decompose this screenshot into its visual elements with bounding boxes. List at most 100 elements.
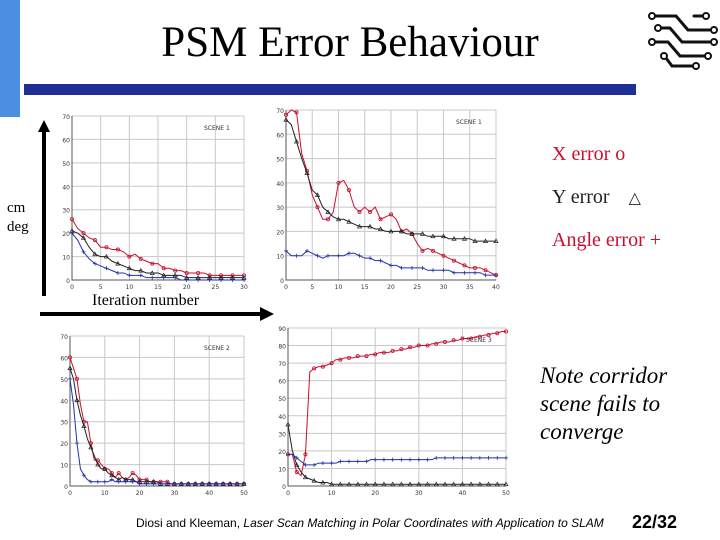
data-point <box>74 397 80 403</box>
data-point <box>95 479 100 484</box>
x-tick-label: 5 <box>310 284 314 291</box>
x-tick-label: 40 <box>459 490 467 497</box>
data-point <box>381 457 386 462</box>
accent-block <box>0 0 20 117</box>
data-point <box>398 481 404 487</box>
x-tick-label: 30 <box>440 284 448 291</box>
data-point <box>196 270 201 275</box>
data-point <box>347 355 352 360</box>
data-point <box>469 336 474 341</box>
data-point <box>304 170 310 175</box>
data-point <box>173 268 178 273</box>
data-point <box>320 364 325 369</box>
data-point <box>196 278 201 282</box>
data-point <box>221 481 226 486</box>
data-point <box>483 268 488 273</box>
x-tick-label: 10 <box>101 490 109 497</box>
chart-title: SCENE 1 <box>204 125 230 132</box>
series-line-x-error <box>285 109 497 276</box>
data-point <box>347 188 352 193</box>
data-point <box>459 481 466 487</box>
data-point <box>451 338 456 343</box>
data-point <box>368 210 373 215</box>
data-point <box>173 275 178 280</box>
data-point <box>193 481 198 486</box>
x-tick-label: 5 <box>99 284 103 291</box>
data-point <box>434 341 439 346</box>
triangle-icon: △ <box>628 190 641 207</box>
data-point <box>419 231 426 236</box>
data-point <box>477 481 483 487</box>
circuit-logo-icon <box>646 8 720 74</box>
data-point <box>368 256 372 261</box>
y-tick-label: 60 <box>62 137 70 144</box>
data-point <box>399 347 404 352</box>
data-point <box>388 228 394 234</box>
data-point <box>416 457 421 462</box>
data-point <box>123 479 128 484</box>
y-tick-label: 70 <box>60 334 68 341</box>
y-tick-label: 50 <box>62 161 70 168</box>
data-point <box>356 223 363 229</box>
data-point <box>364 354 369 359</box>
axes <box>287 328 506 487</box>
data-point <box>504 455 508 460</box>
x-tick-label: 10 <box>126 284 134 291</box>
data-point <box>235 481 240 486</box>
data-point <box>293 138 300 144</box>
data-point <box>346 219 352 224</box>
y-tick-label: 40 <box>278 414 286 421</box>
data-point <box>367 223 373 229</box>
data-point <box>381 350 386 355</box>
data-point <box>92 261 97 266</box>
data-point <box>372 481 378 487</box>
y-tick-label: 50 <box>60 377 68 384</box>
series-line-y-error <box>71 230 244 279</box>
y-tick-label: 20 <box>276 229 284 236</box>
data-point <box>494 273 498 278</box>
data-point <box>312 366 317 371</box>
data-point <box>409 231 415 236</box>
data-point <box>102 466 108 471</box>
data-point <box>283 112 288 117</box>
x-tick-label: 30 <box>240 284 248 291</box>
data-point <box>150 275 155 280</box>
data-point <box>485 481 492 487</box>
data-point <box>416 481 422 487</box>
footer-paper-title: Laser Scan Matching in Polar Coordinates… <box>243 516 604 530</box>
unit-label-cm: cm <box>7 200 26 216</box>
data-point <box>430 233 436 239</box>
horizontal-axis-arrow <box>40 307 274 321</box>
y-tick-label: 40 <box>276 181 284 188</box>
data-point <box>441 268 446 273</box>
legend-x-error: X error o <box>552 143 626 165</box>
data-point <box>461 236 468 241</box>
axes <box>285 110 496 281</box>
data-point <box>109 472 115 478</box>
x-tick-label: 25 <box>212 284 220 291</box>
data-point <box>184 270 189 275</box>
series-line-angle-error <box>69 378 244 485</box>
series-line-angle-error <box>288 453 506 466</box>
data-point <box>81 249 86 254</box>
data-point <box>373 352 378 357</box>
data-point <box>363 481 370 487</box>
data-point <box>144 477 149 482</box>
data-point <box>103 253 110 259</box>
data-point <box>138 256 143 261</box>
data-point <box>138 273 143 278</box>
data-point <box>115 247 120 252</box>
data-point <box>462 263 467 268</box>
axes <box>69 336 244 487</box>
data-point <box>326 217 331 222</box>
data-point <box>442 481 448 487</box>
data-point <box>329 461 334 466</box>
data-point <box>92 251 98 257</box>
data-point <box>335 216 342 222</box>
footer-authors: Diosi and Kleeman, <box>136 516 244 530</box>
data-point <box>184 278 189 282</box>
data-point <box>283 117 289 122</box>
data-point <box>207 481 212 486</box>
data-point <box>115 260 121 266</box>
data-point <box>434 455 439 460</box>
